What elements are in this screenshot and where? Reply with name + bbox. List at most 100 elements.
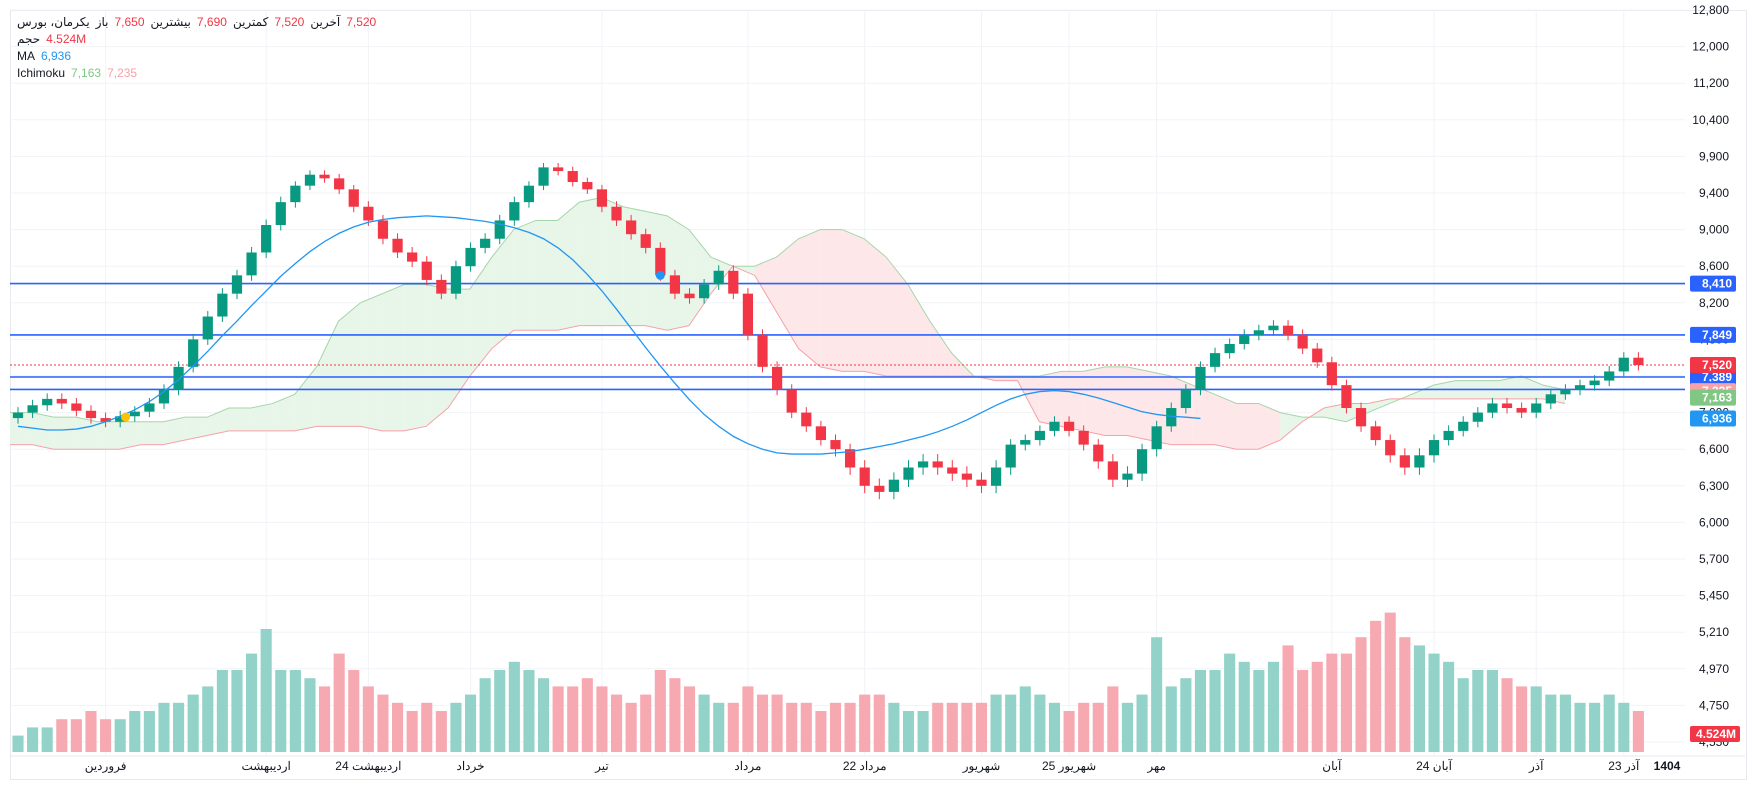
- cloud-segment: [535, 220, 558, 331]
- candle-body: [129, 411, 140, 417]
- candle-body: [27, 405, 38, 413]
- candle: [436, 274, 447, 300]
- candle-body: [1326, 362, 1337, 386]
- price-tick-label: 5,700: [1699, 552, 1729, 566]
- candle: [1253, 324, 1264, 341]
- ichimoku-row[interactable]: Ichimoku 7,163 7,235: [17, 65, 376, 82]
- candle-body: [932, 461, 943, 468]
- last-price-tag-bg: [1690, 357, 1736, 374]
- candle: [56, 393, 67, 409]
- candle: [1122, 466, 1133, 488]
- candle: [173, 361, 184, 396]
- candle: [1355, 402, 1367, 432]
- candle: [421, 256, 432, 286]
- candle: [1604, 365, 1615, 387]
- candle: [1107, 454, 1118, 488]
- candle-body: [1253, 330, 1264, 335]
- candle: [100, 412, 111, 428]
- volume-bar: [1253, 670, 1265, 752]
- moving-average-line: [17, 215, 1201, 455]
- price-tick-label: 6,600: [1699, 442, 1729, 456]
- volume-bar: [479, 678, 491, 752]
- volume-bar: [406, 711, 418, 752]
- volume-bar: [1326, 653, 1338, 752]
- candle-body: [363, 206, 374, 221]
- cloud-segment: [53, 417, 76, 450]
- candle-body: [421, 261, 432, 280]
- volume-row[interactable]: حجم 4.524M: [17, 31, 376, 48]
- candle-body: [100, 418, 111, 422]
- candle-body: [713, 270, 724, 285]
- volume-bar: [932, 702, 944, 752]
- time-tick-label: 1404: [1654, 759, 1681, 773]
- cloud-segment: [688, 229, 711, 326]
- high-value: 7,690: [196, 15, 227, 29]
- candle-body: [319, 174, 330, 179]
- volume-bar: [114, 719, 126, 752]
- cloud-segment: [31, 412, 54, 450]
- volume-bar: [1063, 711, 1075, 752]
- volume-bar: [1282, 645, 1294, 752]
- time-tick-label: خرداد: [457, 759, 485, 773]
- cloud-segment: [1236, 403, 1259, 450]
- volume-bar: [333, 653, 345, 752]
- volume-bar: [581, 678, 593, 752]
- indicator-tag-bg: [1690, 389, 1736, 406]
- volume-bar: [727, 702, 739, 752]
- ma-row[interactable]: MA 6,936: [17, 48, 376, 65]
- price-tick-label: 6,000: [1699, 515, 1729, 529]
- cloud-segment: [10, 412, 32, 445]
- time-tick-label: 24 آبان: [1416, 758, 1452, 773]
- candle-body: [480, 238, 491, 248]
- candle: [947, 460, 958, 481]
- symbol-name[interactable]: یکرمان، بورس: [17, 15, 90, 29]
- volume-bars: [12, 612, 1644, 752]
- candle-body: [626, 220, 637, 235]
- candle-body: [1458, 421, 1469, 431]
- volume-bar: [231, 670, 243, 752]
- candle: [450, 260, 462, 300]
- cloud-segment: [97, 421, 120, 450]
- volume-bar: [975, 702, 988, 752]
- candle: [1282, 320, 1294, 341]
- candle-body: [757, 334, 768, 367]
- volume-bar: [1194, 670, 1207, 752]
- candle-body: [261, 225, 272, 253]
- volume-bar: [552, 686, 564, 752]
- indicator-tag: 7,163: [1690, 389, 1736, 406]
- candle: [1618, 352, 1629, 377]
- cloud-segment: [1017, 376, 1040, 422]
- candle-body: [1209, 353, 1221, 367]
- volume-bar: [1457, 678, 1469, 752]
- volume-bar: [771, 694, 783, 752]
- candle-body: [217, 293, 228, 317]
- volume-bar: [85, 711, 97, 752]
- candle: [844, 443, 856, 475]
- close-label: آخرین: [310, 15, 341, 29]
- cloud-segment: [229, 408, 251, 431]
- volume-bar: [683, 686, 696, 752]
- candle: [1341, 379, 1352, 414]
- volume-bar: [1121, 702, 1134, 752]
- cloud-segment: [1324, 403, 1346, 422]
- volume-bar: [158, 702, 170, 752]
- candle-body: [990, 467, 1002, 486]
- volume-bar: [829, 702, 842, 752]
- candle: [319, 170, 330, 183]
- volume-bar: [742, 686, 754, 752]
- level-tag-label: 8,410: [1702, 277, 1732, 291]
- candle-body: [304, 174, 316, 186]
- volume-bar: [1238, 661, 1250, 752]
- candle: [1633, 352, 1644, 371]
- candle-body: [1005, 444, 1016, 468]
- candle-body: [771, 366, 783, 390]
- candle-body: [1531, 403, 1542, 413]
- volume-bar: [1472, 670, 1484, 752]
- time-tick-label: فروردین: [85, 759, 127, 773]
- candle-body: [115, 416, 126, 422]
- price-tick-label: 8,600: [1699, 259, 1729, 273]
- volume-bar: [1224, 653, 1236, 752]
- candle-body: [1034, 430, 1045, 441]
- volume-bar: [173, 702, 185, 752]
